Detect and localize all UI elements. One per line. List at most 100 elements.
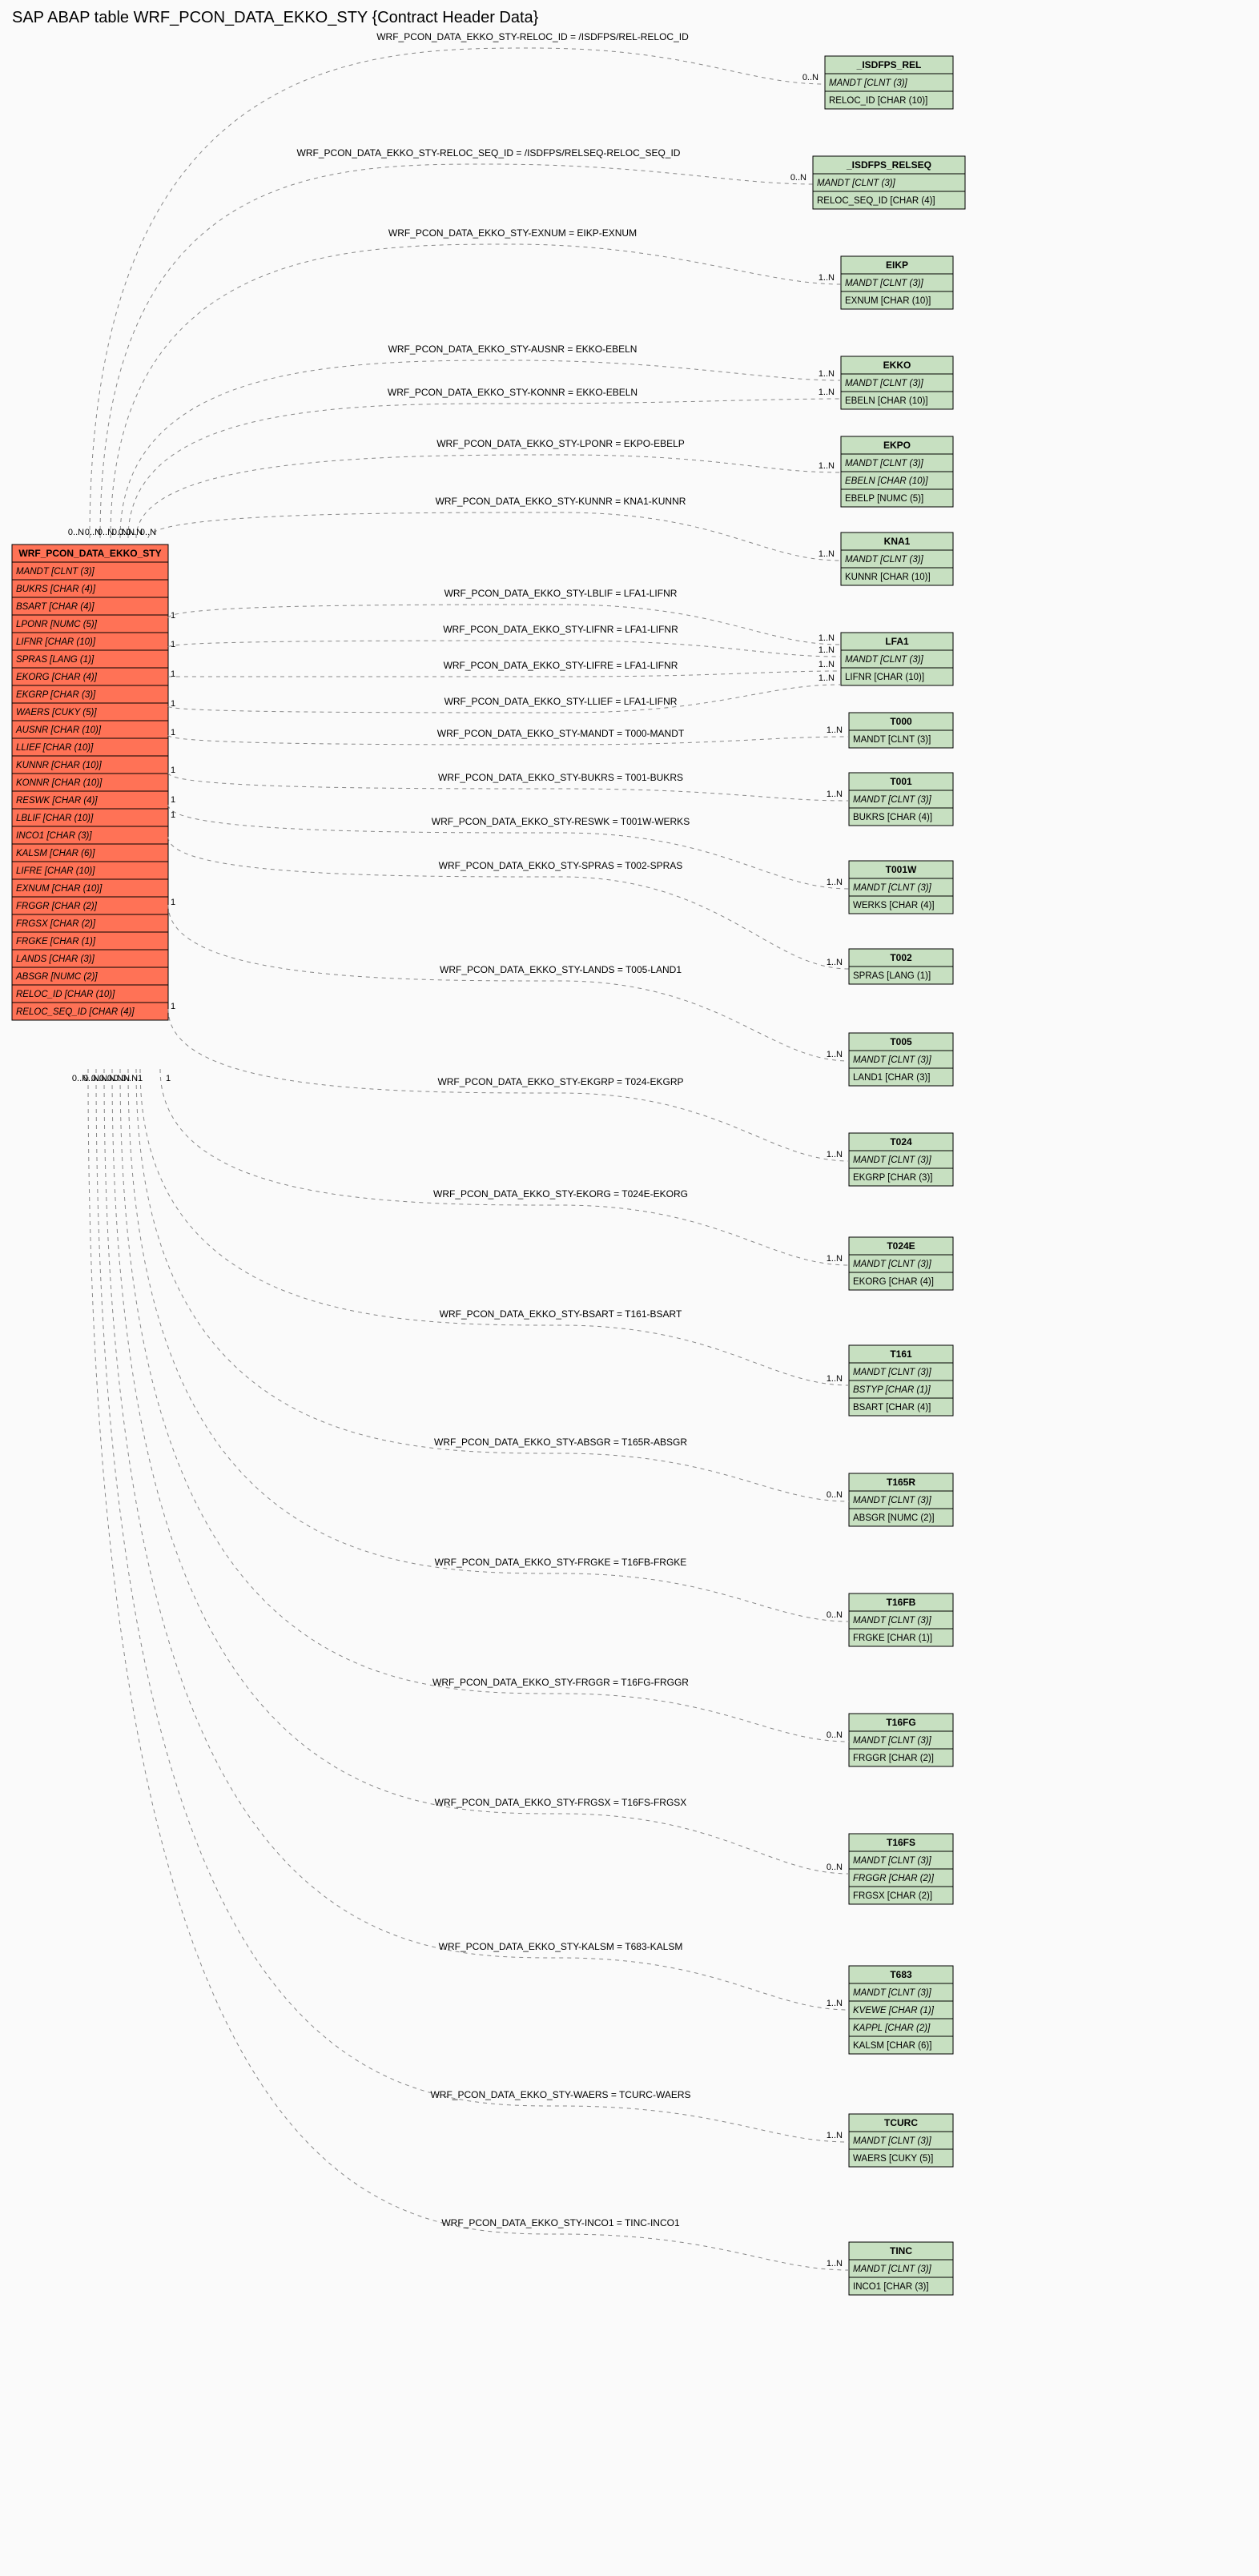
cardinality-dest: 0..N — [827, 1610, 843, 1620]
relationship-label: WRF_PCON_DATA_EKKO_STY-WAERS = TCURC-WAE… — [430, 2089, 690, 2100]
table-field: MANDT [CLNT (3)] — [853, 2265, 932, 2274]
table-header: TCURC — [884, 2117, 918, 2128]
table-field: RELOC_ID [CHAR (10)] — [829, 96, 927, 106]
table-field: AUSNR [CHAR (10)] — [15, 725, 102, 735]
relationship-edge — [140, 1069, 849, 1385]
table-field: INCO1 [CHAR (3)] — [853, 2282, 929, 2292]
table-field: KALSM [CHAR (6)] — [853, 2041, 931, 2051]
table-header: T000 — [890, 716, 912, 727]
table-field: LANDS [CHAR (3)] — [16, 954, 95, 964]
cardinality-source: 0..N — [72, 1074, 88, 1083]
relationship-label: WRF_PCON_DATA_EKKO_STY-EKORG = T024E-EKO… — [433, 1188, 688, 1200]
table-field: RESWK [CHAR (4)] — [16, 796, 98, 806]
cardinality-dest: 0..N — [827, 1863, 843, 1872]
table-field: KAPPL [CHAR (2)] — [853, 2023, 931, 2033]
table-field: LPONR [NUMC (5)] — [16, 620, 98, 629]
table-field: MANDT [CLNT (3)] — [853, 1496, 932, 1505]
relationship-label: WRF_PCON_DATA_EKKO_STY-KONNR = EKKO-EBEL… — [388, 387, 638, 398]
cardinality-source: 1 — [171, 1002, 175, 1011]
table-field: MANDT [CLNT (3)] — [853, 1616, 932, 1626]
cardinality-source: 1 — [171, 611, 175, 621]
table-field: MANDT [CLNT (3)] — [845, 555, 924, 565]
table-header: _ISDFPS_REL — [856, 59, 922, 70]
table-header: T005 — [890, 1036, 912, 1047]
relationship-label: WRF_PCON_DATA_EKKO_STY-BUKRS = T001-BUKR… — [438, 772, 683, 783]
table-field: FRGKE [CHAR (1)] — [16, 937, 96, 946]
relationship-label: WRF_PCON_DATA_EKKO_STY-FRGKE = T16FB-FRG… — [435, 1557, 687, 1568]
cardinality-dest: 1..N — [827, 1374, 843, 1384]
cardinality-dest: 1..N — [819, 388, 835, 397]
cardinality-dest: 1..N — [827, 2131, 843, 2140]
table-field: KONNR [CHAR (10)] — [16, 778, 103, 788]
cardinality-dest: 0..N — [827, 1490, 843, 1500]
relationship-label: WRF_PCON_DATA_EKKO_STY-LPONR = EKPO-EBEL… — [436, 438, 685, 449]
relationship-label: WRF_PCON_DATA_EKKO_STY-RELOC_ID = /ISDFP… — [376, 31, 689, 42]
cardinality-source: 1 — [171, 898, 175, 907]
diagram-title: SAP ABAP table WRF_PCON_DATA_EKKO_STY {C… — [12, 9, 539, 26]
table-field: EBELN [CHAR (10)] — [845, 396, 928, 406]
relationship-label: WRF_PCON_DATA_EKKO_STY-RELOC_SEQ_ID = /I… — [297, 147, 681, 159]
table-field: FRGGR [CHAR (2)] — [853, 1754, 934, 1763]
relationship-edge — [90, 48, 825, 538]
table-field: MANDT [CLNT (3)] — [16, 567, 95, 577]
relationship-label: WRF_PCON_DATA_EKKO_STY-FRGGR = T16FG-FRG… — [432, 1677, 689, 1688]
table-field: WAERS [CUKY (5)] — [853, 2154, 933, 2164]
cardinality-dest: 0..N — [790, 173, 806, 183]
table-field: INCO1 [CHAR (3)] — [16, 831, 92, 841]
table-field: MANDT [CLNT (3)] — [853, 1856, 932, 1866]
relationship-edge — [168, 641, 841, 657]
table-field: BUKRS [CHAR (4)] — [853, 813, 932, 822]
table-field: RELOC_ID [CHAR (10)] — [16, 990, 115, 999]
cardinality-dest: 1..N — [819, 633, 835, 643]
table-header: _ISDFPS_RELSEQ — [846, 159, 931, 171]
cardinality-dest: 0..N — [802, 73, 819, 82]
cardinality-dest: 1..N — [827, 725, 843, 735]
table-header: TINC — [890, 2245, 912, 2257]
table-field: EKGRP [CHAR (3)] — [16, 690, 96, 700]
table-header: LFA1 — [885, 636, 909, 647]
table-field: BSART [CHAR (4)] — [16, 602, 95, 612]
table-field: FRGGR [CHAR (2)] — [853, 1874, 935, 1883]
table-field: MANDT [CLNT (3)] — [845, 279, 924, 288]
relationship-label: WRF_PCON_DATA_EKKO_STY-KUNNR = KNA1-KUNN… — [436, 496, 686, 507]
table-field: LIFNR [CHAR (10)] — [16, 637, 96, 647]
cardinality-source: 1 — [171, 669, 175, 679]
cardinality-dest: 1..N — [827, 958, 843, 967]
relationship-label: WRF_PCON_DATA_EKKO_STY-BSART = T161-BSAR… — [440, 1308, 682, 1320]
relationship-edge — [104, 1069, 849, 2010]
relationship-label: WRF_PCON_DATA_EKKO_STY-RESWK = T001W-WER… — [432, 816, 690, 827]
cardinality-dest: 1..N — [819, 673, 835, 683]
table-field: KUNNR [CHAR (10)] — [16, 761, 103, 770]
cardinality-source: 0..N — [140, 528, 156, 537]
relationship-edge — [160, 1069, 849, 1265]
cardinality-source: 1 — [166, 1074, 171, 1083]
cardinality-dest: 1..N — [819, 660, 835, 669]
table-field: KUNNR [CHAR (10)] — [845, 573, 931, 582]
table-field: MANDT [CLNT (3)] — [853, 1055, 932, 1065]
relationship-label: WRF_PCON_DATA_EKKO_STY-MANDT = T000-MAND… — [437, 728, 685, 739]
cardinality-source: 1 — [171, 766, 175, 775]
table-field: BSART [CHAR (4)] — [853, 1403, 931, 1413]
relationship-edge — [168, 905, 849, 1061]
relationship-label: WRF_PCON_DATA_EKKO_STY-LBLIF = LFA1-LIFN… — [444, 588, 678, 599]
table-field: SPRAS [LANG (1)] — [853, 971, 931, 981]
cardinality-dest: 1..N — [819, 461, 835, 471]
relationship-label: WRF_PCON_DATA_EKKO_STY-LIFRE = LFA1-LIFN… — [444, 660, 678, 671]
table-header: EKPO — [883, 440, 911, 451]
table-field: EKORG [CHAR (4)] — [16, 673, 98, 682]
cardinality-dest: 1..N — [827, 1150, 843, 1159]
table-header: T024E — [887, 1240, 915, 1252]
cardinality-source: 1 — [171, 795, 175, 805]
relationship-label: WRF_PCON_DATA_EKKO_STY-AUSNR = EKKO-EBEL… — [388, 344, 638, 355]
relationship-label: WRF_PCON_DATA_EKKO_STY-EKGRP = T024-EKGR… — [437, 1076, 683, 1087]
table-field: MANDT [CLNT (3)] — [853, 883, 932, 893]
relationship-edge — [96, 1069, 849, 2142]
table-field: WAERS [CUKY (5)] — [16, 708, 97, 717]
table-field: EKGRP [CHAR (3)] — [853, 1173, 932, 1183]
relationship-label: WRF_PCON_DATA_EKKO_STY-ABSGR = T165R-ABS… — [434, 1437, 687, 1448]
table-header: T165R — [887, 1477, 915, 1488]
relationship-edge — [128, 399, 841, 538]
table-header: EKKO — [883, 360, 911, 371]
table-field: MANDT [CLNT (3)] — [845, 459, 924, 468]
table-field: WERKS [CHAR (4)] — [853, 901, 935, 910]
